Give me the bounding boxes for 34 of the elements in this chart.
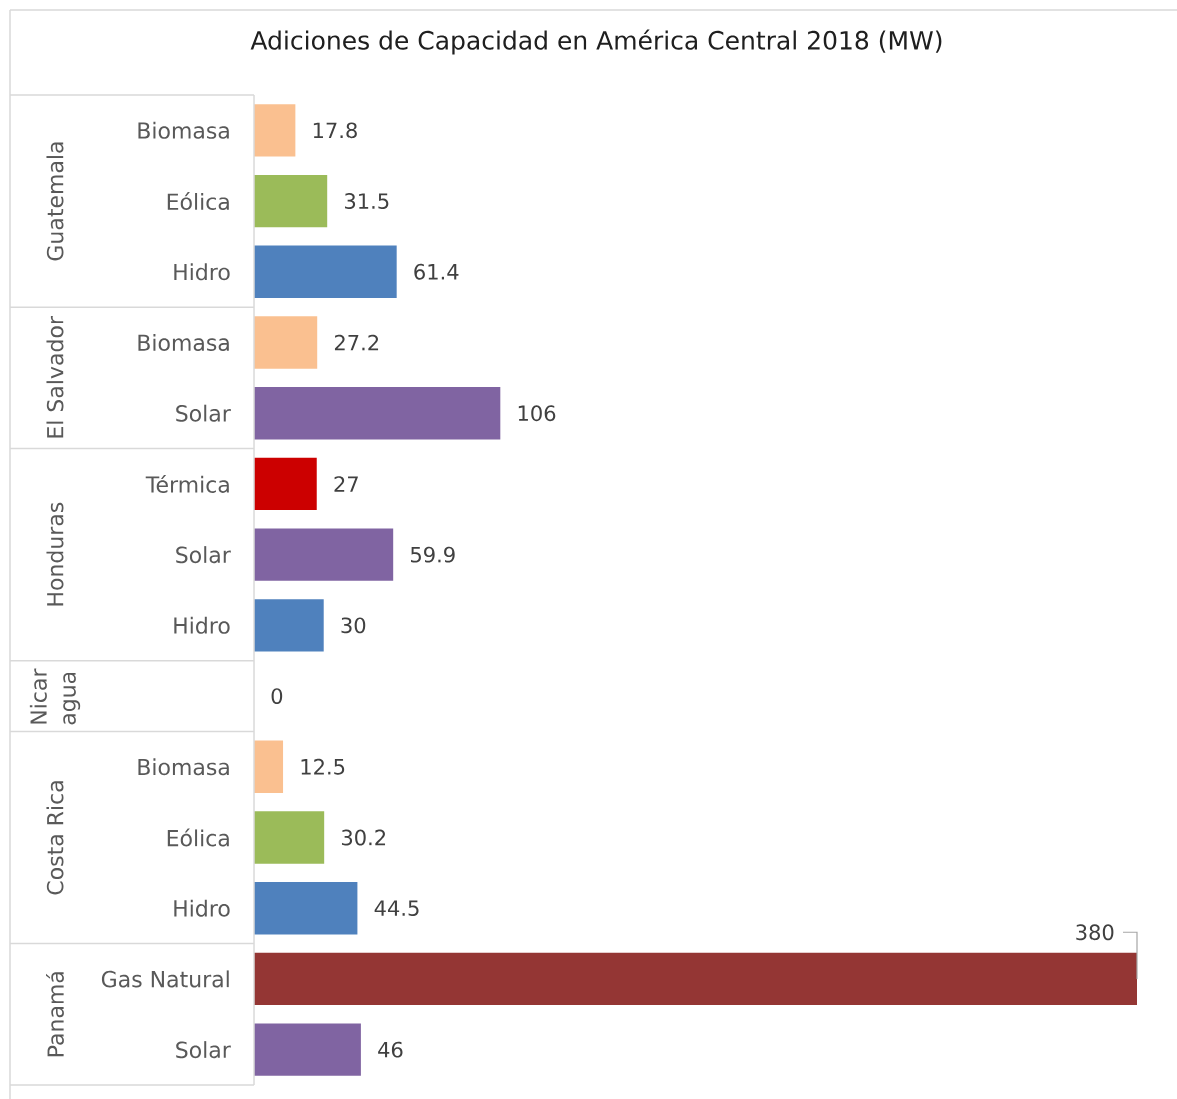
y-axis-title: Honduras (46, 502, 64, 606)
data-label: 31.5 (345, 193, 389, 210)
data-label: 46 (378, 1041, 403, 1058)
y-tick-label: Hidro (174, 616, 230, 634)
data-label: 30.2 (341, 829, 386, 846)
y-tick-label: Hidro (174, 263, 230, 281)
data-label: 61.4 (414, 263, 459, 280)
y-tick-label: Eólica (167, 192, 229, 211)
data-label: 27.2 (334, 334, 379, 351)
data-label: 380 (1076, 924, 1114, 941)
data-label: 59.9 (411, 546, 455, 563)
y-tick-label: Biomasa (138, 121, 229, 139)
text: Adiciones de Capacidad en América Central 2018 (MW) (250, 29, 942, 55)
y-axis-title: Guatemala (46, 142, 64, 261)
y-axis-title: Costa Rica (46, 781, 64, 895)
data-label: 30 (341, 617, 366, 634)
data-label: 12.5 (301, 758, 345, 775)
y-tick-label: Gas Natural (101, 970, 229, 988)
y-axis-title: El Salvador (46, 316, 64, 438)
text: Nicaragua (29, 668, 81, 725)
y-tick-label: Solar (176, 404, 231, 422)
y-tick-label: Biomasa (138, 758, 229, 776)
data-label: 17.8 (313, 122, 357, 139)
y-axis-title: Panamá (46, 972, 64, 1057)
y-tick-label: Solar (176, 1041, 231, 1059)
data-label: 0 (271, 688, 283, 705)
y-tick-label: Eólica (167, 828, 229, 847)
y-tick-label: Biomasa (138, 333, 229, 352)
data-label: 27 (334, 476, 358, 492)
y-tick-label: Solar (176, 546, 231, 564)
data-label: 106 (518, 405, 556, 422)
y-tick-label: Hidro (174, 899, 230, 917)
data-label: 44.5 (374, 900, 419, 917)
y-tick-label: Térmica (145, 474, 229, 493)
